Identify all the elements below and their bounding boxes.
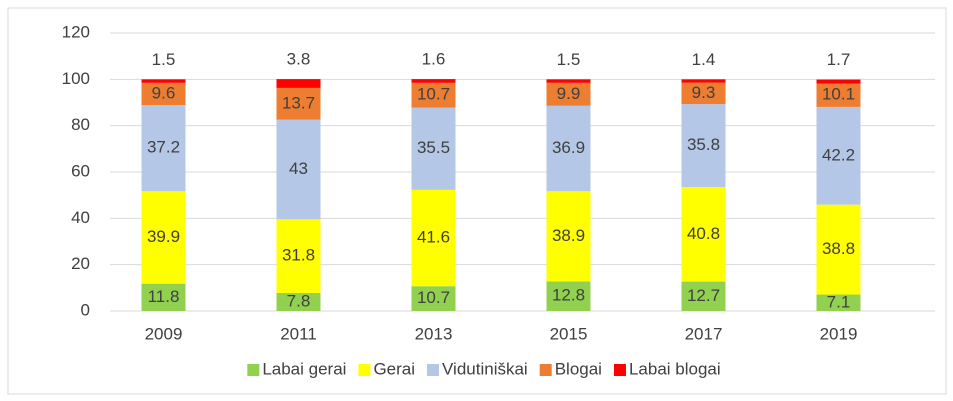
bar-segment — [141, 191, 186, 284]
data-label: 36.9 — [552, 138, 585, 157]
data-label: 13.7 — [282, 93, 315, 112]
x-tick-label: 2011 — [280, 324, 317, 343]
data-label: 38.8 — [822, 239, 855, 258]
bar-segment — [141, 283, 186, 311]
bar-segment — [411, 82, 456, 108]
data-label: 35.8 — [687, 135, 720, 154]
bar-segment — [546, 79, 591, 83]
legend-label: Blogai — [555, 359, 602, 378]
data-label: 1.6 — [422, 50, 446, 69]
bar-segment — [546, 191, 591, 282]
data-label: 7.8 — [287, 291, 311, 310]
bar-segment — [141, 82, 186, 106]
bar-segment — [411, 286, 456, 311]
y-tick-label: 80 — [71, 115, 90, 134]
bar-segment — [411, 79, 456, 83]
bar-segment — [546, 105, 591, 192]
legend-label: Labai blogai — [629, 359, 721, 378]
bar-segment — [411, 107, 456, 190]
bar-segment — [276, 119, 321, 220]
bar-segment — [816, 204, 861, 295]
data-label: 1.7 — [827, 50, 851, 69]
data-label: 12.7 — [687, 286, 720, 305]
bar-segment — [546, 82, 591, 106]
bar-segment — [276, 87, 321, 120]
legend-swatch — [358, 364, 371, 376]
bar-segment — [816, 79, 861, 84]
data-label: 31.8 — [282, 246, 315, 265]
bar-segment — [681, 79, 726, 83]
data-label: 11.8 — [148, 287, 180, 306]
y-tick-label: 40 — [71, 208, 90, 227]
y-tick-label: 60 — [71, 161, 90, 180]
data-label: 10.1 — [822, 85, 855, 104]
data-label: 9.6 — [152, 83, 176, 102]
data-label: 12.8 — [552, 286, 585, 305]
y-tick-label: 20 — [71, 254, 90, 273]
data-label: 35.5 — [417, 138, 450, 157]
data-label: 10.7 — [417, 288, 450, 307]
legend-label: Labai gerai — [262, 359, 346, 378]
data-label: 10.7 — [417, 85, 450, 104]
data-label: 1.4 — [692, 50, 716, 69]
legend-swatch — [613, 364, 626, 376]
x-tick-label: 2017 — [685, 324, 723, 343]
x-tick-label: 2009 — [145, 324, 183, 343]
data-label: 9.9 — [557, 84, 581, 103]
data-label: 42.2 — [822, 145, 855, 164]
data-label: 7.1 — [827, 292, 851, 311]
bar-segment — [681, 281, 726, 311]
legend-label: Vidutiniškai — [442, 359, 528, 378]
data-label: 39.9 — [147, 227, 180, 246]
data-label: 41.6 — [417, 228, 450, 247]
x-tick-label: 2013 — [415, 324, 453, 343]
y-tick-label: 100 — [62, 69, 90, 88]
bar-segment — [816, 294, 861, 311]
x-tick-label: 2019 — [820, 324, 858, 343]
y-tick-label: 0 — [81, 300, 90, 319]
bar-segment — [276, 219, 321, 293]
bar-segment — [546, 281, 591, 311]
bar-segment — [276, 79, 321, 88]
bar-segment — [681, 82, 726, 105]
data-label: 3.8 — [287, 50, 311, 69]
bar-segment — [141, 105, 186, 192]
bar-segment — [681, 104, 726, 188]
bar-segment — [141, 79, 186, 83]
data-label: 1.5 — [557, 50, 581, 69]
data-label: 43 — [289, 159, 308, 178]
data-label: 38.9 — [552, 226, 585, 245]
bar-segment — [411, 189, 456, 287]
legend-label: Gerai — [373, 359, 415, 378]
x-tick-label: 2015 — [550, 324, 588, 343]
data-label: 40.8 — [687, 224, 720, 243]
data-label: 37.2 — [147, 138, 180, 157]
legend-swatch — [247, 364, 260, 376]
bar-segment — [681, 187, 726, 282]
legend-swatch — [427, 364, 440, 376]
legend-swatch — [539, 364, 552, 376]
bar-segment — [816, 106, 861, 205]
data-label: 1.5 — [152, 50, 176, 69]
data-label: 9.3 — [692, 83, 716, 102]
bar-segment — [276, 292, 321, 311]
y-tick-label: 120 — [62, 22, 90, 41]
bar-segment — [816, 83, 861, 107]
